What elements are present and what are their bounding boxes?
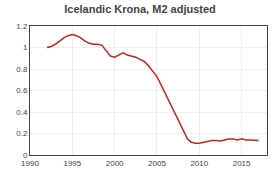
svg-text:2000: 2000 [106,159,124,168]
svg-text:2010: 2010 [190,159,208,168]
svg-text:2015: 2015 [233,159,251,168]
svg-text:0: 0 [23,151,28,160]
svg-text:0.2: 0.2 [16,129,28,138]
svg-text:0.6: 0.6 [16,86,28,95]
svg-text:0.8: 0.8 [16,65,28,74]
svg-text:1990: 1990 [21,159,39,168]
svg-text:2005: 2005 [148,159,166,168]
svg-text:1995: 1995 [63,159,81,168]
svg-text:Icelandic Krona, M2 adjusted: Icelandic Krona, M2 adjusted [64,3,216,15]
svg-text:0.4: 0.4 [16,108,28,117]
svg-text:1: 1 [23,43,28,52]
svg-text:1.2: 1.2 [16,22,28,31]
